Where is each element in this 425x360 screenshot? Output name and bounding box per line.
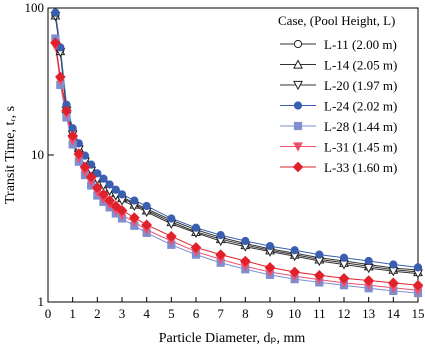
x-tick-label: 3 — [119, 306, 126, 321]
marker — [93, 169, 102, 178]
marker — [191, 223, 201, 232]
x-tick-label: 8 — [242, 306, 249, 321]
y-tick-label: 1 — [38, 294, 45, 309]
marker — [55, 71, 66, 83]
x-tick-label: 7 — [217, 306, 224, 321]
marker — [412, 279, 424, 291]
marker — [67, 130, 78, 142]
x-tick-label: 2 — [94, 306, 101, 321]
y-axis-label: Transit Time, tᵣ, s — [3, 106, 18, 204]
marker — [265, 242, 275, 251]
marker — [117, 190, 127, 199]
x-tick-label: 11 — [313, 306, 326, 321]
marker — [99, 174, 108, 183]
legend-marker — [293, 121, 303, 131]
marker — [264, 262, 276, 273]
marker — [363, 275, 374, 286]
x-tick-label: 15 — [412, 306, 425, 321]
x-tick-label: 0 — [45, 306, 52, 321]
marker — [290, 246, 299, 255]
marker — [110, 200, 122, 212]
legend-label: L-11 (2.00 m) — [324, 37, 397, 52]
marker — [240, 255, 251, 267]
x-tick-label: 10 — [288, 306, 301, 321]
marker — [339, 253, 349, 262]
marker — [111, 185, 120, 194]
marker — [141, 219, 152, 231]
legend-label: L-33 (1.60 m) — [324, 160, 397, 175]
x-tick-label: 6 — [193, 306, 200, 321]
marker — [216, 231, 225, 240]
marker — [338, 272, 350, 284]
marker — [190, 242, 202, 253]
legend-marker — [293, 39, 303, 49]
marker — [79, 161, 91, 173]
legend-label: L-14 (2.05 m) — [324, 58, 397, 73]
legend-label: L-28 (1.44 m) — [324, 119, 397, 134]
legend-label: L-31 (1.45 m) — [324, 140, 397, 155]
y-tick-label: 10 — [31, 147, 44, 162]
x-tick-label: 12 — [338, 306, 351, 321]
x-axis-label: Particle Diameter, dₚ, mm — [159, 331, 306, 346]
marker — [413, 263, 423, 272]
marker — [364, 256, 373, 266]
legend-marker — [293, 80, 303, 91]
marker — [73, 148, 85, 160]
legend-title: Case, (Pool Height, L) — [278, 13, 395, 28]
marker — [167, 214, 176, 223]
legend-label: L-20 (1.97 m) — [324, 78, 397, 93]
marker — [389, 260, 398, 269]
marker — [50, 37, 61, 49]
marker — [61, 105, 72, 117]
marker — [314, 269, 325, 281]
marker — [166, 230, 177, 242]
x-tick-label: 4 — [143, 306, 150, 321]
legend-marker — [293, 101, 303, 110]
x-tick-label: 1 — [69, 306, 76, 321]
marker — [92, 182, 103, 193]
marker — [130, 196, 139, 205]
marker — [104, 195, 115, 206]
legend-label: L-24 (2.02 m) — [324, 99, 397, 114]
legend-marker — [292, 161, 304, 173]
marker — [388, 277, 399, 289]
marker — [85, 171, 97, 183]
marker — [315, 250, 324, 259]
x-tick-label: 13 — [362, 306, 375, 321]
marker — [98, 189, 109, 200]
legend-marker — [293, 142, 303, 152]
legend-marker — [293, 59, 303, 69]
marker — [142, 201, 151, 211]
marker — [129, 212, 140, 223]
marker — [215, 249, 226, 260]
x-tick-label: 5 — [168, 306, 175, 321]
x-tick-label: 9 — [267, 306, 274, 321]
marker — [51, 8, 60, 17]
marker — [289, 266, 300, 278]
marker — [116, 205, 128, 216]
x-tick-label: 14 — [387, 306, 401, 321]
y-tick-label: 100 — [25, 0, 45, 15]
marker — [105, 180, 114, 189]
marker — [241, 236, 250, 246]
